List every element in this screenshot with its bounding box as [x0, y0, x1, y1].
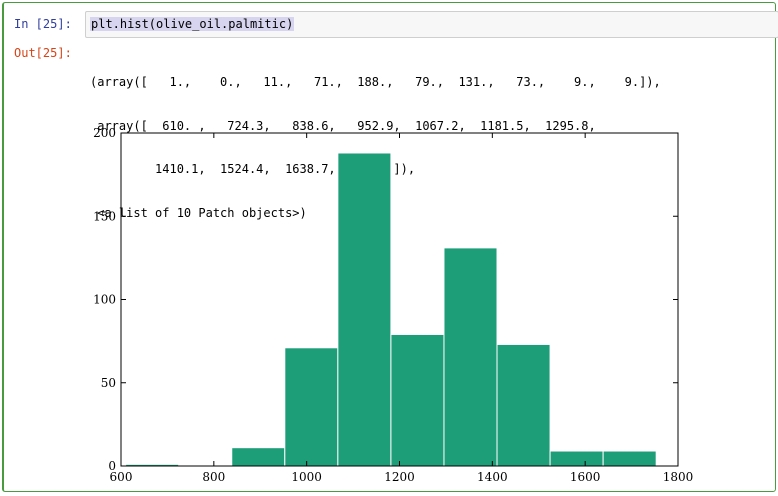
histogram-bar: [443, 247, 498, 467]
y-tick-label: 150: [93, 209, 116, 223]
y-tick-label: 0: [108, 459, 116, 473]
output-line: array([ 610. , 724.3, 838.6, 952.9, 1067…: [90, 118, 596, 133]
output-prompt: Out[25]:: [14, 46, 72, 60]
x-tick-label: 1000: [291, 470, 322, 484]
code-text: plt.hist(olive_oil.palmitic): [90, 17, 295, 31]
code-input[interactable]: plt.hist(olive_oil.palmitic): [85, 11, 778, 38]
histogram-bar: [390, 333, 445, 467]
histogram-bar: [496, 343, 551, 467]
histogram-bar: [549, 450, 604, 467]
histogram-bar: [602, 450, 657, 467]
histogram-bar: [231, 447, 286, 467]
output-line: (array([ 1., 0., 11., 71., 188., 79., 13…: [90, 75, 661, 89]
histogram-chart: 600 800 1000 1200 1400 1600 1800 0 50 100 150 200: [93, 126, 693, 484]
y-tick-label: 200: [93, 126, 116, 140]
y-tick-label: 100: [93, 293, 116, 307]
output-line: <a list of 10 Patch objects>): [90, 205, 307, 220]
histogram-bar: [337, 152, 392, 467]
x-tick-label: 1200: [384, 470, 415, 484]
x-tick-label: 1800: [663, 470, 694, 484]
x-tick-label: 600: [110, 470, 133, 484]
histogram-bar: [284, 347, 339, 467]
input-prompt: In [25]:: [14, 17, 72, 31]
ticks-group: 600 800 1000 1200 1400 1600 1800 0 50 100 150 200: [93, 126, 693, 484]
x-tick-label: 800: [202, 470, 225, 484]
bars-group: [125, 152, 657, 467]
x-tick-label: 1600: [570, 470, 601, 484]
x-tick-label: 1400: [477, 470, 508, 484]
y-tick-label: 50: [101, 376, 116, 390]
